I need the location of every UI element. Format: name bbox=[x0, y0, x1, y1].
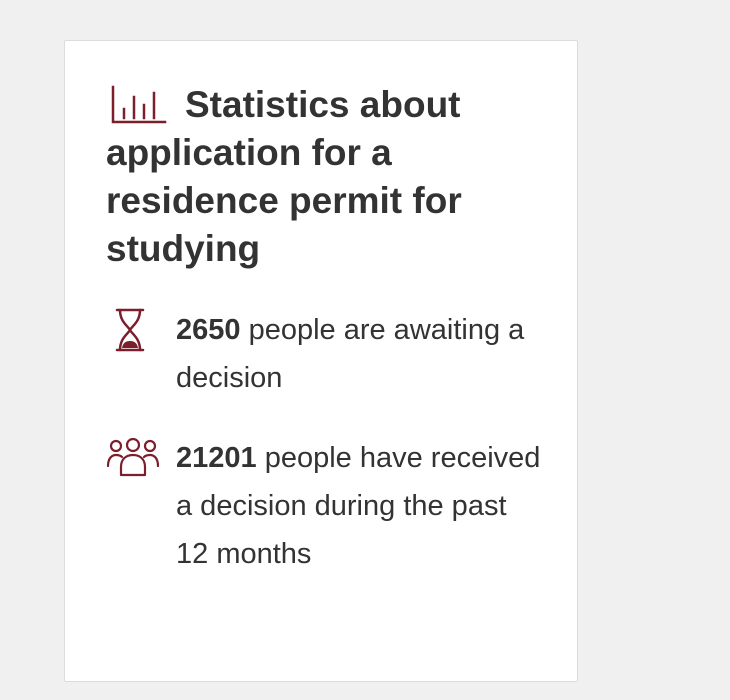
stat-text: 21201 people have received a decision du… bbox=[176, 434, 546, 578]
stat-number: 21201 bbox=[176, 442, 257, 474]
bar-chart-icon bbox=[111, 85, 167, 124]
statistics-card: Statistics about application for a resid… bbox=[64, 40, 578, 682]
people-group-icon bbox=[106, 438, 160, 477]
hourglass-icon bbox=[115, 308, 145, 352]
card-title: Statistics about application for a resid… bbox=[106, 84, 462, 269]
stat-text: 2650 people are awaiting a decision bbox=[176, 306, 546, 402]
stat-description: people have received a decision during t… bbox=[176, 442, 541, 570]
stat-number: 2650 bbox=[176, 314, 241, 346]
stat-awaiting-decision: 2650 people are awaiting a decision bbox=[106, 306, 546, 402]
stat-received-decision: 21201 people have received a decision du… bbox=[106, 434, 546, 578]
stat-description: people are awaiting a decision bbox=[176, 314, 525, 394]
